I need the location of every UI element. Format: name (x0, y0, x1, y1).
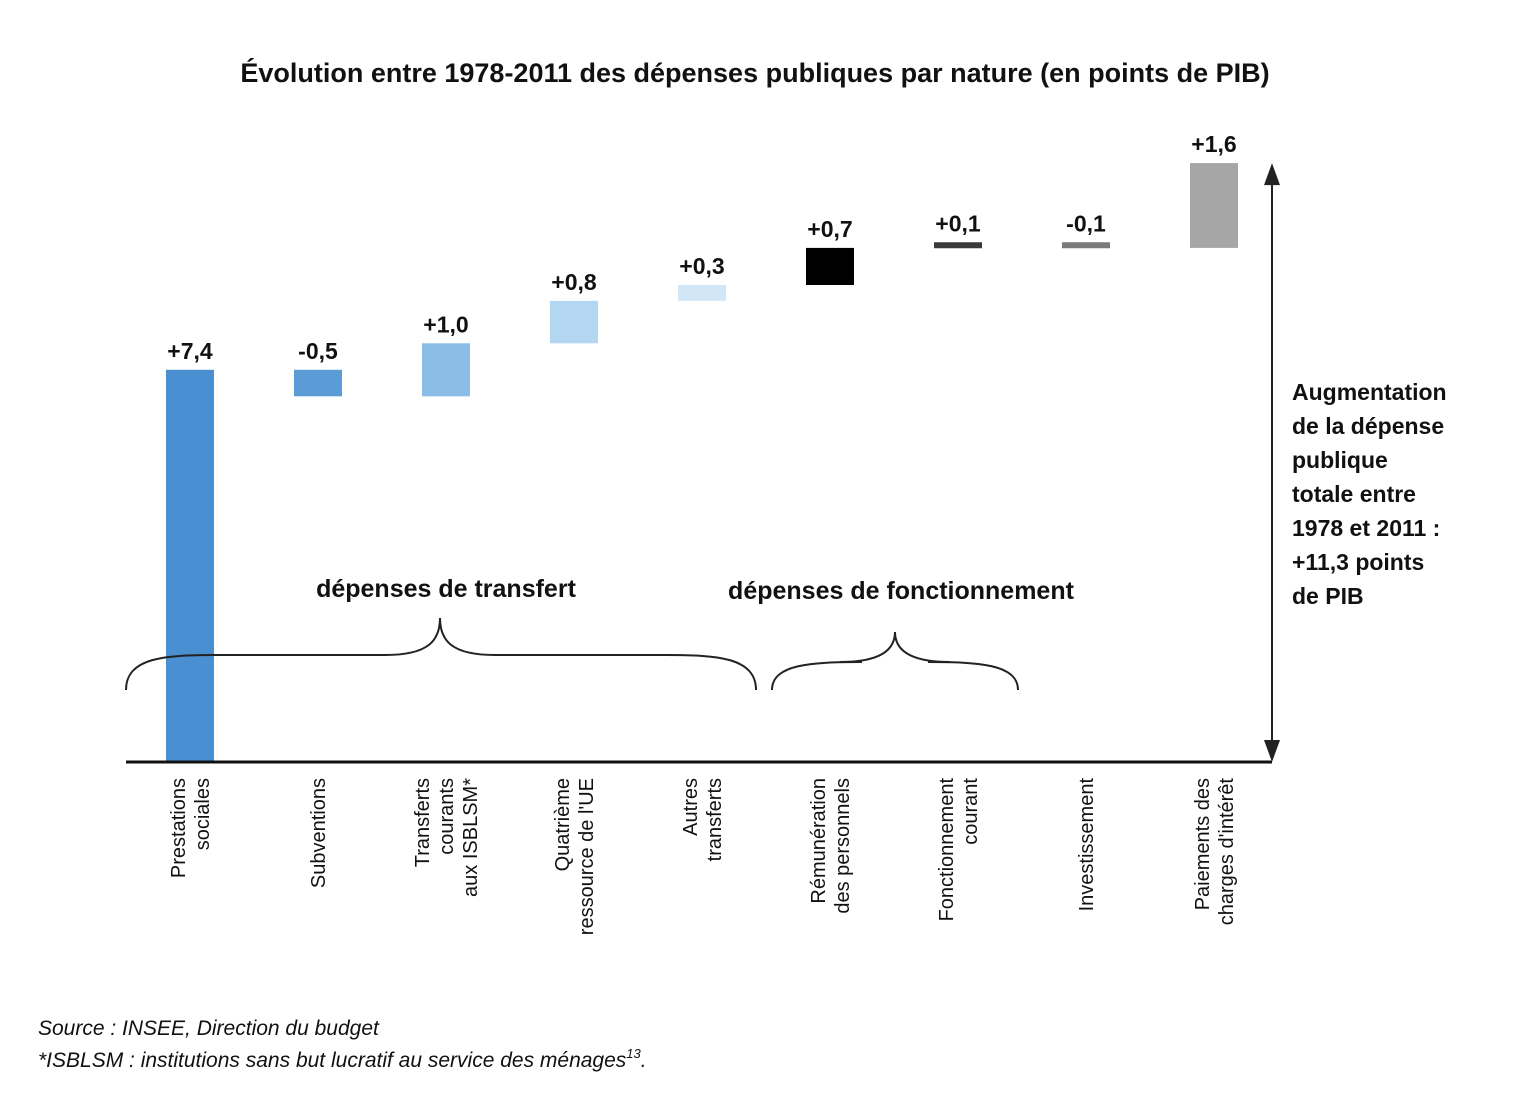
group-brace-group: dépenses de transfert dépenses de fonctio… (125, 575, 1075, 691)
category-label-text: Autres transferts (680, 778, 726, 861)
category-label-8: Investissement (1076, 778, 1098, 912)
category-label-line: charges d'intérêt (1216, 778, 1238, 926)
footnote-ref: 13 (626, 1046, 641, 1061)
total-arrow-head-up (1264, 163, 1280, 186)
bar-group (166, 163, 1238, 762)
category-label-1: Prestations sociales (168, 778, 214, 878)
group-brace-1 (125, 617, 757, 691)
category-label-line: courant (960, 778, 982, 845)
footnote-end: . (641, 1049, 647, 1072)
footnote: *ISBLSM : institutions sans but lucratif… (38, 1046, 647, 1072)
category-label-line: Transferts (412, 778, 434, 867)
category-label-text: Transferts courants aux ISBLSM* (412, 778, 482, 897)
value-label-3: +1,0 (423, 311, 468, 337)
category-label-4: Quatrième ressource de l'UE (552, 778, 598, 935)
value-label-4: +0,8 (551, 269, 597, 295)
bar-9 (1190, 163, 1238, 248)
value-label-7: +0,1 (935, 210, 981, 236)
category-label-line: Rémunération (808, 778, 830, 904)
category-label-text: Fonctionnement courant (936, 778, 982, 922)
category-label-text: Quatrième ressource de l'UE (552, 778, 598, 935)
category-label-line: Fonctionnement (936, 778, 958, 922)
total-label-line: totale entre (1292, 481, 1416, 507)
total-label-line: publique (1292, 447, 1388, 473)
bar-3 (422, 343, 470, 397)
group-label-2: dépenses de fonctionnement (728, 577, 1075, 605)
bar-6 (806, 247, 854, 285)
total-label-line: Augmentation (1292, 379, 1447, 405)
category-label-text: Paiements des charges d'intérêt (1192, 778, 1238, 926)
bar-4 (550, 300, 598, 344)
category-label-line: Autres (680, 778, 702, 836)
total-label-line: de la dépense (1292, 413, 1444, 439)
value-label-6: +0,7 (807, 216, 852, 242)
total-increase-marker: Augmentation de la dépense publique totale … (1264, 163, 1447, 762)
category-label-text: Rémunération des personnels (808, 778, 854, 914)
category-label-3: Transferts courants aux ISBLSM* (412, 778, 482, 897)
category-label-line: Prestations (168, 778, 190, 878)
value-label-9: +1,6 (1191, 131, 1236, 157)
total-label: Augmentation de la dépense publique totale … (1292, 379, 1447, 609)
value-label-group: +7,4 -0,5 +1,0 +0,8 +0,3 +0,7 +0,1 -0,1 +1,6 (167, 131, 1236, 364)
bar-1 (166, 369, 214, 762)
category-label-text: Investissement (1076, 778, 1098, 912)
category-label-line: ressource de l'UE (576, 778, 598, 935)
category-label-line: courants (436, 778, 458, 855)
category-label-line: Quatrième (552, 778, 574, 871)
total-label-line: de PIB (1292, 583, 1364, 609)
category-label-line: sociales (192, 778, 214, 850)
category-label-line: Subventions (308, 778, 330, 888)
category-label-text: Prestations sociales (168, 778, 214, 878)
notes-block: Source : INSEE, Direction du budget *ISB… (38, 1017, 647, 1072)
group-brace-2 (771, 631, 1019, 691)
category-label-9: Paiements des charges d'intérêt (1192, 778, 1238, 926)
value-label-1: +7,4 (167, 338, 213, 364)
bar-7 (934, 242, 982, 249)
category-label-group: Prestations sociales Subventions Transferts… (168, 778, 1238, 936)
category-label-5: Autres transferts (680, 778, 726, 861)
total-label-line: 1978 et 2011 : (1292, 515, 1440, 541)
category-label-text: Subventions (308, 778, 330, 888)
total-label-line: +11,3 points (1292, 549, 1424, 575)
total-arrow-head-down (1264, 740, 1280, 762)
category-label-7: Fonctionnement courant (936, 778, 982, 922)
bar-2 (294, 369, 342, 397)
footnote-text: *ISBLSM : institutions sans but lucratif… (38, 1049, 627, 1072)
category-label-line: des personnels (832, 778, 854, 914)
value-label-8: -0,1 (1066, 210, 1106, 236)
bar-8 (1062, 242, 1110, 249)
chart-title: Évolution entre 1978-2011 des dépenses p… (240, 57, 1269, 88)
source-note: Source : INSEE, Direction du budget (38, 1017, 380, 1040)
category-label-line: transferts (704, 778, 726, 861)
category-label-6: Rémunération des personnels (808, 778, 854, 914)
group-label-1: dépenses de transfert (316, 575, 576, 603)
value-label-5: +0,3 (679, 253, 724, 279)
value-label-2: -0,5 (298, 338, 338, 364)
category-label-line: Investissement (1076, 778, 1098, 912)
category-label-line: aux ISBLSM* (460, 778, 482, 897)
category-label-line: Paiements des (1192, 778, 1214, 910)
category-label-2: Subventions (308, 778, 330, 888)
bar-5 (678, 285, 726, 301)
